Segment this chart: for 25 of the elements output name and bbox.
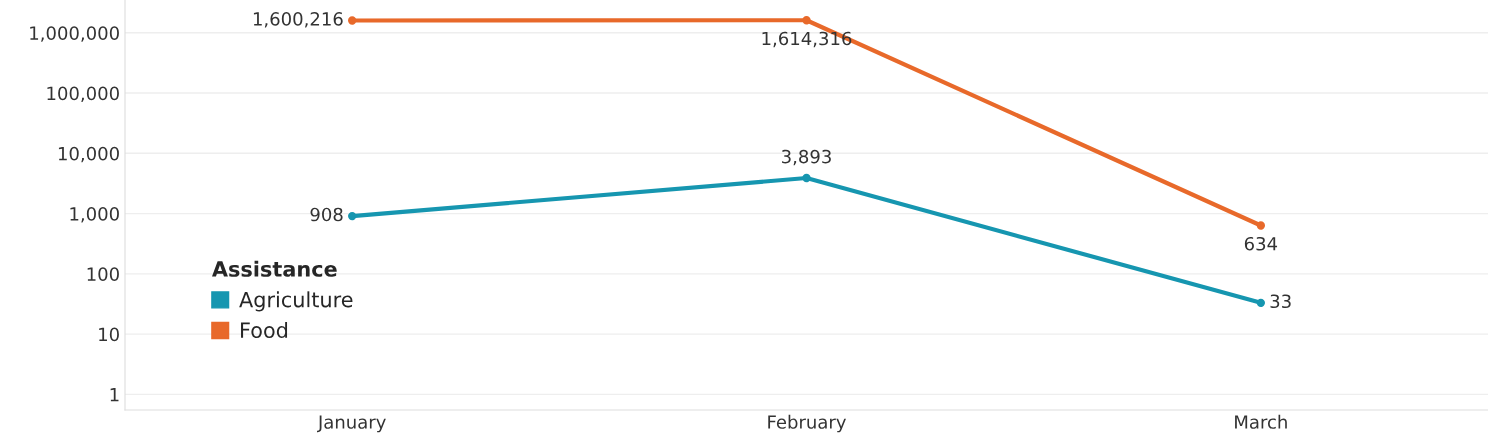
y-tick-label: 10 — [99, 327, 119, 342]
point — [348, 211, 357, 221]
x-tick-label: February — [768, 414, 846, 433]
x-tick-label: March — [1235, 414, 1287, 429]
y-tick-label: 100,000 — [47, 86, 119, 103]
point — [802, 173, 811, 183]
y-tick-label: 100 — [87, 267, 119, 281]
point — [1256, 221, 1265, 230]
point — [802, 16, 811, 25]
data-label: 33 — [1270, 294, 1291, 309]
legend-title: Assistance — [212, 260, 337, 277]
y-tick-label: 1 — [110, 388, 119, 402]
y-tick-label: 1,000 — [70, 207, 119, 223]
data-label: 1,614,316 — [762, 31, 852, 48]
y-tick-label: 1,000,000 — [30, 26, 119, 42]
point — [348, 16, 357, 25]
data-label: 908 — [310, 207, 343, 222]
y-tick-label: 10,000 — [58, 146, 119, 163]
data-label: 634 — [1244, 236, 1278, 251]
legend-label: Food — [241, 321, 288, 339]
data-label: 1,600,216 — [253, 12, 343, 28]
x-tick-label: January — [317, 415, 386, 433]
data-label: 3,893 — [782, 149, 831, 166]
point — [1256, 298, 1265, 308]
legend-label: Agriculture — [239, 291, 353, 312]
